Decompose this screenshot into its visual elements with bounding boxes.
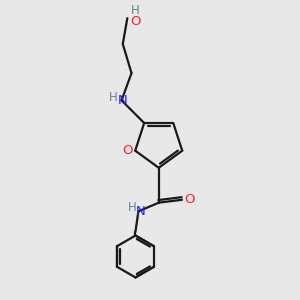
Text: O: O (184, 193, 194, 206)
Text: O: O (122, 144, 132, 157)
Text: N: N (118, 94, 128, 107)
Text: N: N (136, 205, 146, 218)
Text: H: H (131, 4, 140, 16)
Text: O: O (130, 15, 141, 28)
Text: H: H (128, 201, 136, 214)
Text: H: H (109, 91, 118, 104)
